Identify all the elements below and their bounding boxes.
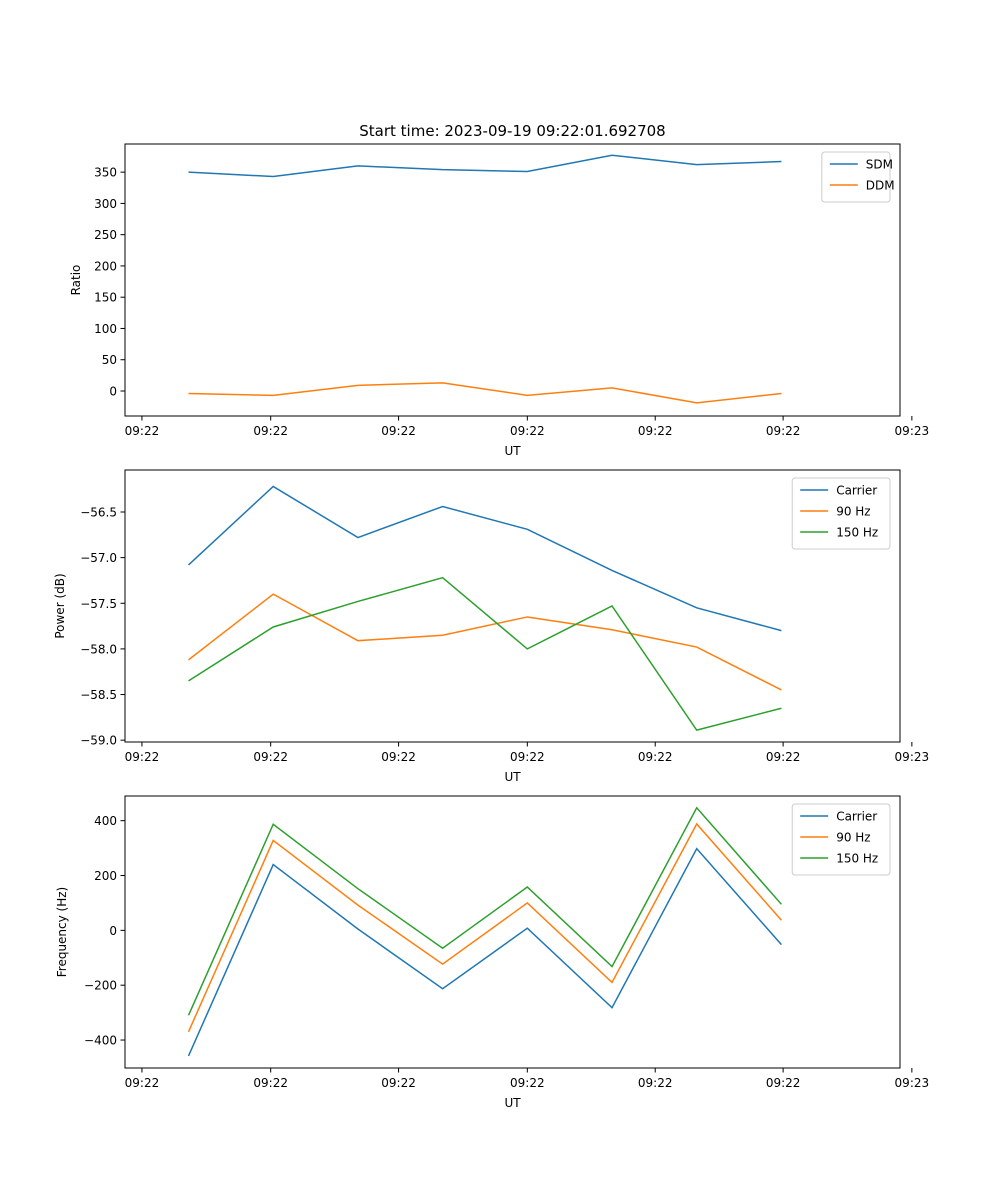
series-line-150-hz: [188, 576, 782, 731]
legend-label-carrier: Carrier: [836, 810, 877, 824]
x-tick-label: 09:22: [638, 750, 673, 764]
series-line-90-hz: [187, 822, 782, 1033]
y-tick-label: 250: [94, 228, 117, 242]
x-tick-label: 09:22: [125, 424, 160, 438]
ratio-plot-frame: [124, 143, 901, 417]
y-tick-label: 200: [94, 259, 117, 273]
frequency-y-ticks: −400 −200 0 200 400: [84, 814, 125, 1048]
x-tick-label: 09:22: [381, 750, 416, 764]
chart-title: Start time: 2023-09-19 09:22:01.692708: [359, 122, 665, 140]
y-tick-label: −58.0: [80, 642, 117, 656]
frequency-panel: 09:22 09:22 09:22 09:22 09:22 09:22 09:23 −400…: [55, 795, 930, 1110]
y-tick-label: −400: [84, 1034, 117, 1048]
x-tick-label: 09:22: [125, 1076, 160, 1090]
x-tick-label: 09:23: [895, 1076, 930, 1090]
x-tick-label: 09:22: [381, 1076, 416, 1090]
power-legend: Carrier 90 Hz 150 Hz: [791, 477, 891, 550]
y-tick-label: −57.5: [80, 597, 117, 611]
legend-label-90-hz: 90 Hz: [836, 831, 870, 845]
x-tick-label: 09:22: [510, 1076, 545, 1090]
y-tick-label: 0: [109, 384, 117, 398]
power-x-ticks: 09:22 09:22 09:22 09:22 09:22 09:22 09:23: [125, 742, 930, 764]
y-tick-label: −58.5: [80, 688, 117, 702]
x-tick-label: 09:22: [766, 750, 801, 764]
series-line-carrier: [188, 485, 782, 632]
x-tick-label: 09:22: [638, 424, 673, 438]
legend-label-sdm: SDM: [866, 158, 893, 172]
power-x-axis-label: UT: [504, 770, 521, 784]
frequency-legend: Carrier 90 Hz 150 Hz: [791, 803, 891, 876]
ratio-series-layer: [188, 154, 782, 404]
x-tick-label: 09:22: [510, 750, 545, 764]
power-series-layer: [188, 485, 782, 731]
y-tick-label: 100: [94, 322, 117, 336]
y-tick-label: 200: [94, 869, 117, 883]
x-tick-label: 09:22: [253, 750, 288, 764]
y-tick-label: 50: [102, 353, 117, 367]
legend-label-ddm: DDM: [866, 179, 895, 193]
y-tick-label: 350: [94, 166, 117, 180]
y-tick-label: 400: [94, 814, 117, 828]
y-tick-label: −200: [84, 979, 117, 993]
series-line-ddm: [188, 382, 782, 404]
x-tick-label: 09:22: [510, 424, 545, 438]
power-plot-frame: [124, 469, 901, 743]
y-tick-label: 300: [94, 197, 117, 211]
frequency-y-axis-label: Frequency (Hz): [55, 887, 69, 978]
x-tick-label: 09:22: [766, 1076, 801, 1090]
series-line-carrier: [187, 847, 782, 1057]
ratio-x-axis-label: UT: [504, 444, 521, 458]
frequency-plot-frame: [124, 795, 901, 1069]
y-tick-label: 150: [94, 291, 117, 305]
x-tick-label: 09:22: [638, 1076, 673, 1090]
frequency-x-ticks: 09:22 09:22 09:22 09:22 09:22 09:22 09:23: [125, 1068, 930, 1090]
x-tick-label: 09:23: [895, 424, 930, 438]
legend-label-90-hz: 90 Hz: [836, 505, 870, 519]
y-tick-label: −57.0: [80, 551, 117, 565]
frequency-x-axis-label: UT: [504, 1096, 521, 1110]
x-tick-label: 09:22: [253, 424, 288, 438]
y-tick-label: −56.5: [80, 505, 117, 519]
x-tick-label: 09:23: [895, 750, 930, 764]
power-panel: 09:22 09:22 09:22 09:22 09:22 09:22 09:23 −59.…: [53, 469, 930, 784]
ratio-y-ticks: 0 50 100 150 200 250 300 350: [94, 166, 125, 398]
legend-label-carrier: Carrier: [836, 484, 877, 498]
y-tick-label: −59.0: [80, 734, 117, 748]
series-line-90-hz: [188, 593, 782, 691]
series-line-150-hz: [187, 806, 782, 1016]
frequency-series-layer: [187, 806, 782, 1057]
y-tick-label: 0: [109, 924, 117, 938]
ratio-panel: Start time: 2023-09-19 09:22:01.692708 0…: [69, 122, 929, 458]
x-tick-label: 09:22: [766, 424, 801, 438]
ratio-y-axis-label: Ratio: [69, 265, 83, 296]
power-y-ticks: −59.0 −58.5 −58.0 −57.5 −57.0 −56.5: [80, 505, 125, 748]
ratio-legend: SDM DDM: [821, 151, 895, 203]
x-tick-label: 09:22: [125, 750, 160, 764]
legend-label-150-hz: 150 Hz: [836, 852, 878, 866]
ratio-x-ticks: 09:22 09:22 09:22 09:22 09:22 09:22 09:23: [125, 416, 930, 438]
x-tick-label: 09:22: [253, 1076, 288, 1090]
x-tick-label: 09:22: [381, 424, 416, 438]
series-line-sdm: [188, 154, 782, 178]
power-y-axis-label: Power (dB): [53, 573, 67, 638]
legend-label-150-hz: 150 Hz: [836, 526, 878, 540]
